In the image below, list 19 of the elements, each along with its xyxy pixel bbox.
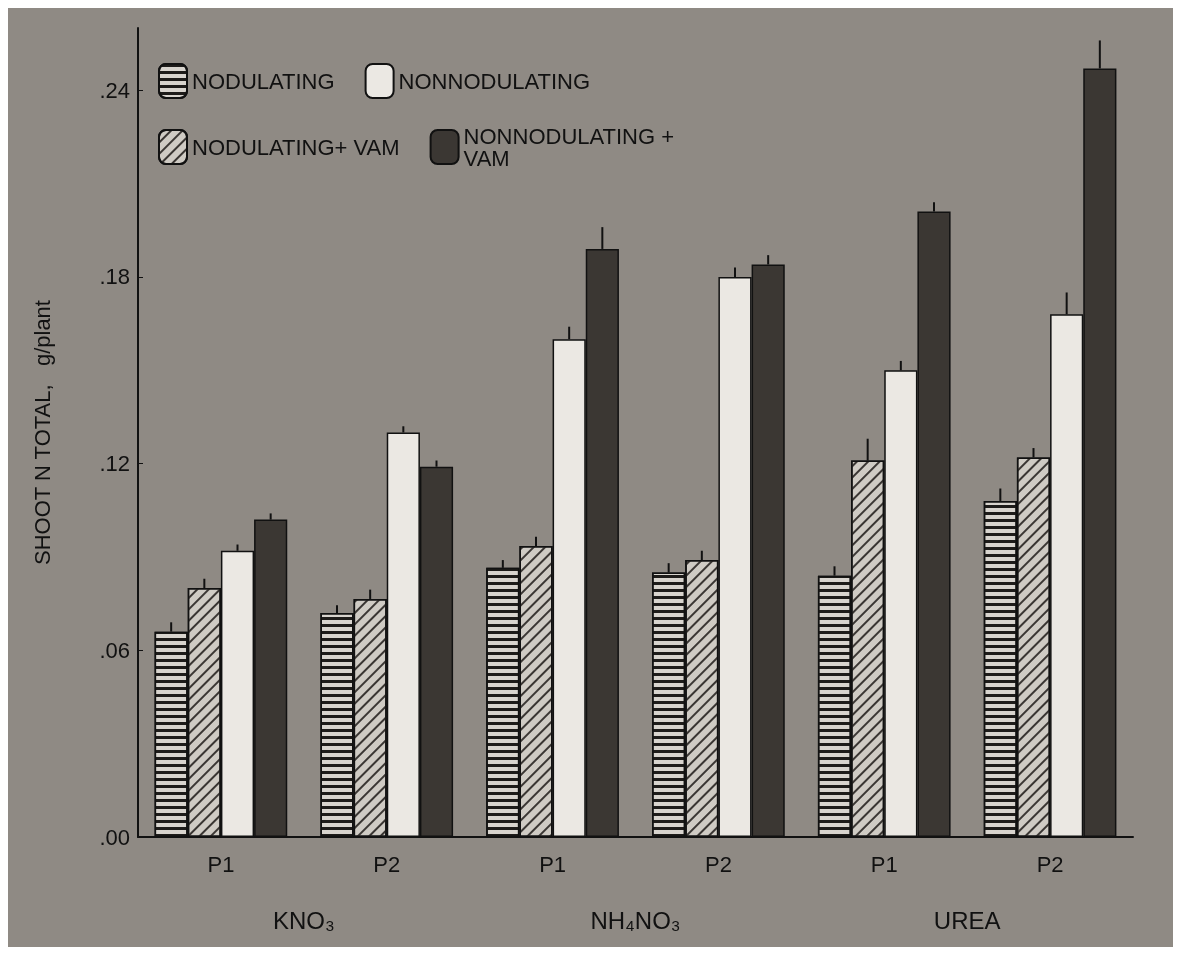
x-tick-label: P2 [1036,851,1064,877]
y-tick-label: .12 [99,451,130,477]
legend-label: NODULATING [192,68,335,94]
x-tick-label: P1 [207,851,235,877]
x-tick-label: P1 [870,851,898,877]
y-tick-label: .06 [99,637,130,663]
y-tick-label: .24 [99,77,130,103]
x-tick-label: P2 [373,851,401,877]
legend-label: NODULATING+ VAM [192,134,400,160]
legend-label: NONNODULATING [398,68,591,94]
y-tick-label: .00 [99,824,130,850]
text: KNO₃ [272,906,335,934]
text: NH₄NO₃ [590,906,681,934]
x-tick-label: P2 [704,851,732,877]
x-tick-label: P1 [539,851,567,877]
legend-label: NONNODULATING + VAM [463,123,681,171]
y-axis-title: SHOOT N TOTAL, g/plant [29,300,55,565]
y-tick-label: .18 [99,264,130,290]
text: UREA [933,906,1001,934]
